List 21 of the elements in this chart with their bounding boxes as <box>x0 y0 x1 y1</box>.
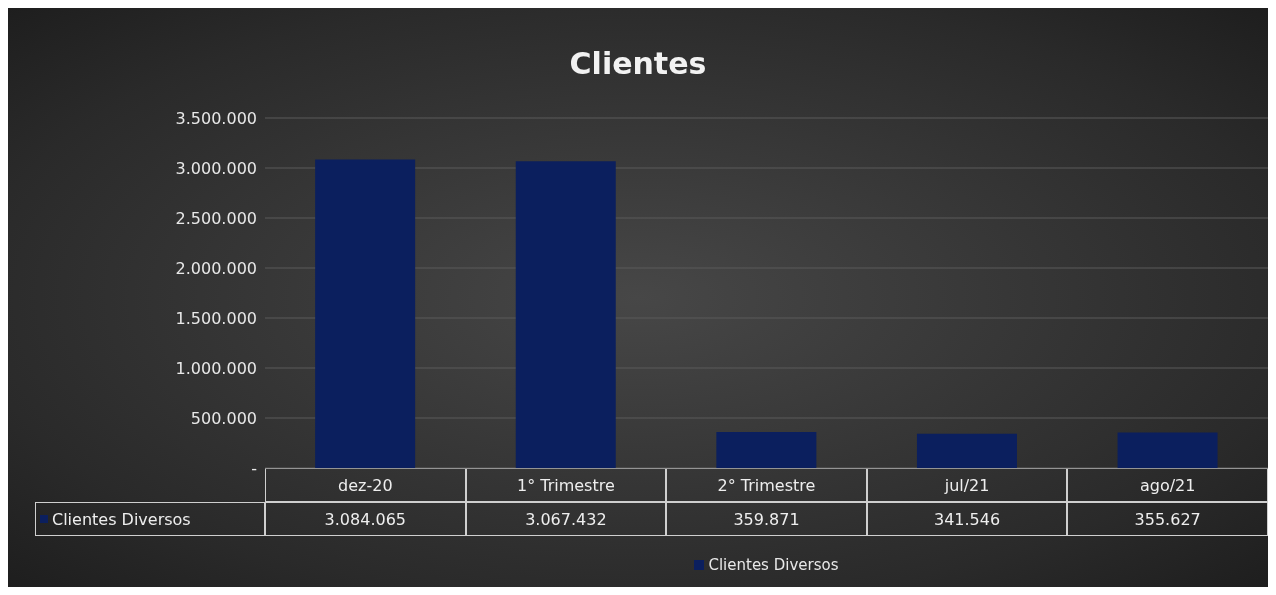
data-label: 355.627 <box>1067 502 1268 536</box>
y-tick-label: 2.000.000 <box>175 258 257 278</box>
data-label: 341.546 <box>866 502 1068 536</box>
x-tick-label: 1° Trimestre <box>465 468 667 502</box>
y-tick-label: 3.500.000 <box>175 108 257 128</box>
x-tick-label: ago/21 <box>1067 468 1268 502</box>
x-tick-label: dez-20 <box>265 468 466 502</box>
x-tick-label: 2° Trimestre <box>666 468 867 502</box>
text: Clientes Diversos <box>52 509 191 529</box>
y-tick-label: 1.500.000 <box>175 308 257 328</box>
y-tick-label: 1.000.000 <box>175 358 257 378</box>
y-tick-label: 3.000.000 <box>175 158 257 178</box>
data-label: 3.067.432 <box>465 502 667 536</box>
legend-label: Clientes Diversos <box>707 556 839 574</box>
y-tick-label: 500.000 <box>190 408 257 428</box>
y-tick-label: 2.500.000 <box>175 208 257 228</box>
y-tick-label: - <box>251 458 257 478</box>
x-tick-label: jul/21 <box>866 468 1068 502</box>
data-label: 3.084.065 <box>265 502 466 536</box>
chart-title: Clientes <box>568 45 708 81</box>
data-label: 359.871 <box>666 502 867 536</box>
